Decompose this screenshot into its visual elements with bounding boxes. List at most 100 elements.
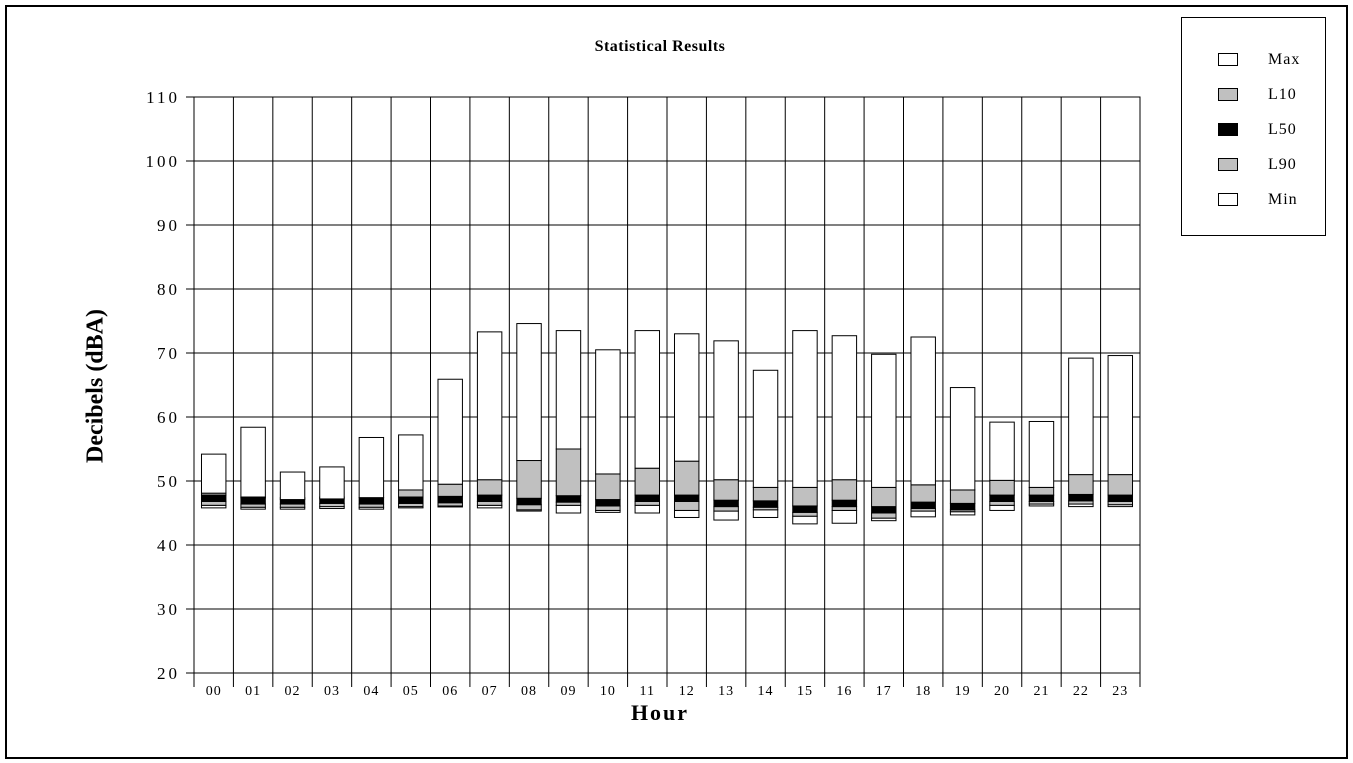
bar-l50-segment xyxy=(358,497,385,505)
bar-l10-segment xyxy=(673,460,700,496)
bar-max-segment xyxy=(1028,420,1055,488)
legend-item-min: Min xyxy=(1218,191,1328,210)
bar-max-segment xyxy=(437,378,463,485)
x-tick-label: 04 xyxy=(363,684,379,699)
bar-l90-segment xyxy=(673,500,700,511)
bar-l50-segment xyxy=(1107,494,1134,502)
legend-swatch-l90 xyxy=(1218,158,1238,171)
bar-l10-segment xyxy=(476,479,503,496)
bar-l50-segment xyxy=(516,497,542,506)
x-tick-label: 13 xyxy=(718,684,734,699)
x-tick-label: 19 xyxy=(955,684,971,699)
bar-l50-segment xyxy=(595,499,621,507)
bar-min-segment xyxy=(713,510,739,521)
bar-l50-segment xyxy=(910,501,936,510)
bar-l90-segment xyxy=(516,504,542,511)
bar-l10-segment xyxy=(871,486,897,508)
bar-l10-segment xyxy=(634,467,661,496)
bar-l90-segment xyxy=(476,500,503,506)
bar-l90-segment xyxy=(200,500,227,506)
bar-min-segment xyxy=(831,509,858,524)
y-tick-label: 60 xyxy=(157,408,180,427)
legend-label-max: Max xyxy=(1268,51,1301,68)
bar-l90-segment xyxy=(634,500,661,506)
bar-min-segment xyxy=(910,510,936,518)
bar-l50-segment xyxy=(752,500,779,508)
chart-title: Statistical Results xyxy=(594,38,726,55)
bar-l10-segment xyxy=(713,479,739,501)
bar-l50-segment xyxy=(713,499,739,508)
bar-l50-segment xyxy=(200,494,227,502)
x-tick-label: 00 xyxy=(206,684,222,699)
bar-l10-segment xyxy=(831,479,858,501)
legend-swatch-l50 xyxy=(1218,123,1238,136)
x-tick-label: 08 xyxy=(521,684,537,699)
x-axis-title: Hour xyxy=(630,700,690,725)
bar-max-segment xyxy=(595,349,621,475)
x-tick-label: 23 xyxy=(1112,684,1128,699)
bar-l90-segment xyxy=(831,506,858,511)
bar-l50-segment xyxy=(476,494,503,502)
bar-l50-segment xyxy=(240,497,266,505)
bar-max-segment xyxy=(319,466,345,500)
bar-l50-segment xyxy=(949,502,976,511)
y-tick-label: 90 xyxy=(157,216,180,235)
y-tick-label: 70 xyxy=(157,344,180,363)
legend-item-l90: L90 xyxy=(1218,156,1328,175)
bar-l10-segment xyxy=(792,486,818,507)
x-tick-label: 15 xyxy=(797,684,813,699)
y-tick-label: 50 xyxy=(157,472,180,491)
bar-l10-segment xyxy=(555,448,582,497)
bar-l10-segment xyxy=(516,460,542,499)
bar-l90-segment xyxy=(595,505,621,511)
bar-max-segment xyxy=(279,471,306,501)
x-tick-label: 06 xyxy=(442,684,458,699)
bar-l10-segment xyxy=(910,484,936,503)
x-tick-label: 12 xyxy=(679,684,695,699)
bar-max-segment xyxy=(871,353,897,488)
bar-min-segment xyxy=(792,515,818,525)
bar-min-segment xyxy=(555,504,582,514)
bar-max-segment xyxy=(240,426,266,498)
x-tick-label: 07 xyxy=(482,684,498,699)
x-tick-label: 02 xyxy=(285,684,301,699)
bar-l10-segment xyxy=(1028,486,1055,496)
y-tick-label: 20 xyxy=(157,664,180,683)
bar-l10-segment xyxy=(949,489,976,504)
bar-max-segment xyxy=(634,330,661,469)
bar-max-segment xyxy=(989,421,1015,481)
bar-max-segment xyxy=(398,434,424,491)
bar-max-segment xyxy=(476,331,503,481)
bar-l50-segment xyxy=(634,494,661,502)
legend-swatch-l10 xyxy=(1218,88,1238,101)
bar-min-segment xyxy=(673,509,700,518)
bar-max-segment xyxy=(1068,357,1094,476)
legend-label-l50: L50 xyxy=(1268,121,1297,138)
bar-l10-segment xyxy=(989,479,1015,496)
y-tick-label: 40 xyxy=(157,536,180,555)
x-tick-label: 03 xyxy=(324,684,340,699)
x-tick-label: 16 xyxy=(836,684,852,699)
bar-l10-segment xyxy=(595,473,621,501)
bar-l50-segment xyxy=(792,505,818,513)
bar-l10-segment xyxy=(1107,474,1134,496)
bar-max-segment xyxy=(673,333,700,462)
bar-max-segment xyxy=(1107,355,1134,476)
legend-label-l10: L10 xyxy=(1268,86,1297,103)
legend-swatch-min xyxy=(1218,193,1238,206)
bar-l50-segment xyxy=(831,499,858,508)
x-tick-label: 20 xyxy=(994,684,1010,699)
legend-item-max: Max xyxy=(1218,51,1328,70)
bar-max-segment xyxy=(555,330,582,450)
y-tick-label: 30 xyxy=(157,600,180,619)
bar-max-segment xyxy=(713,340,739,481)
bar-max-segment xyxy=(200,453,227,494)
bar-min-segment xyxy=(634,504,661,514)
bar-max-segment xyxy=(358,436,385,499)
legend-label-l90: L90 xyxy=(1268,156,1297,173)
bar-l90-segment xyxy=(713,506,739,512)
bar-max-segment xyxy=(752,369,779,488)
x-tick-label: 09 xyxy=(560,684,576,699)
bar-l10-segment xyxy=(437,483,463,497)
bar-min-segment xyxy=(989,504,1015,511)
